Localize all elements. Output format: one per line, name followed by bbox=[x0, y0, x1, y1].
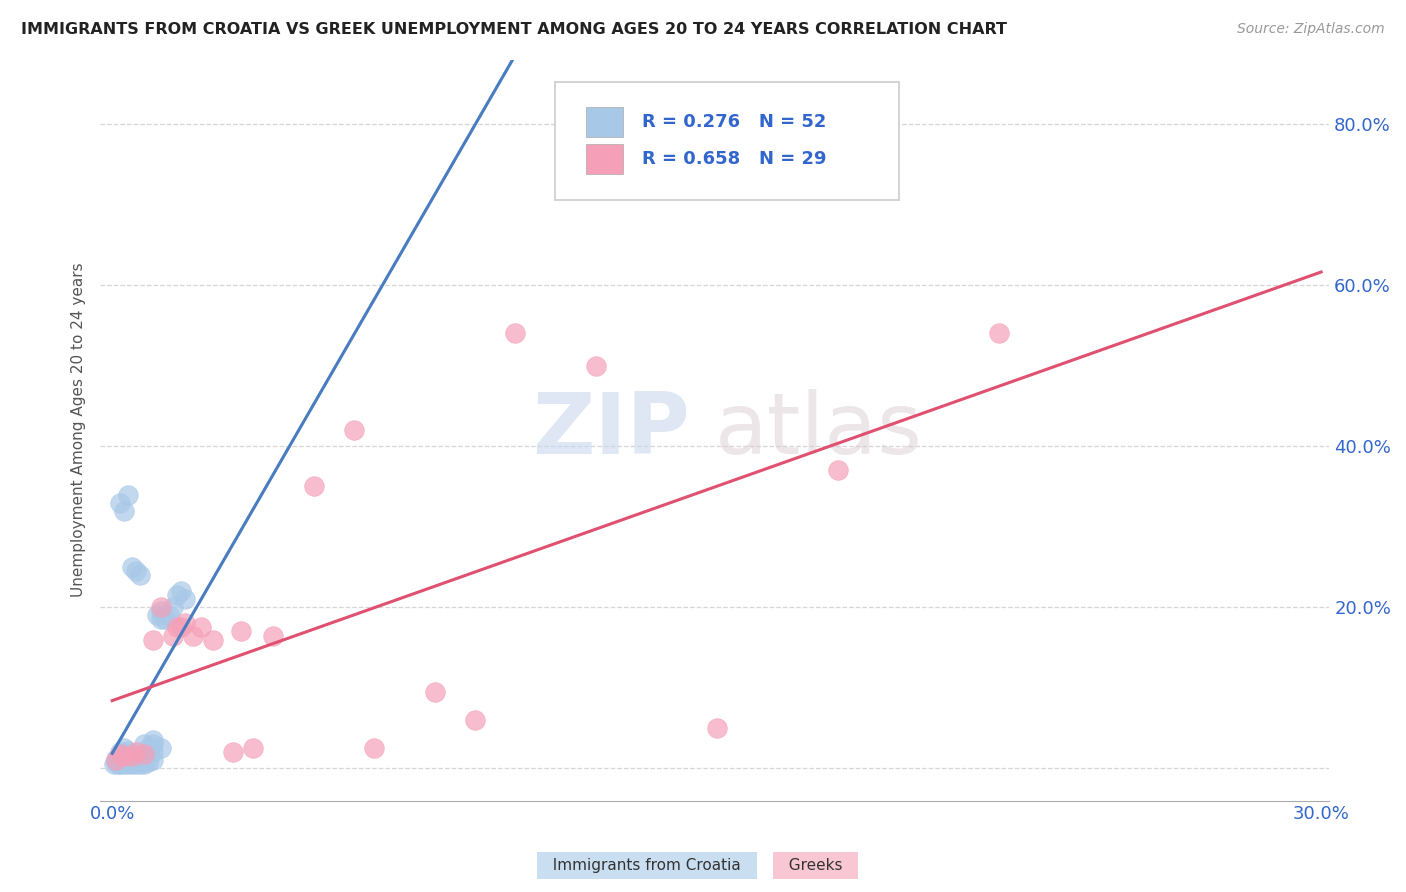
Text: Source: ZipAtlas.com: Source: ZipAtlas.com bbox=[1237, 22, 1385, 37]
Point bbox=[343, 423, 366, 437]
Point bbox=[157, 608, 180, 623]
Point bbox=[117, 753, 139, 767]
Point bbox=[112, 755, 135, 769]
Point bbox=[112, 747, 135, 761]
Point bbox=[827, 463, 849, 477]
Point bbox=[125, 749, 148, 764]
Point bbox=[112, 749, 135, 764]
Point bbox=[190, 620, 212, 634]
Point bbox=[706, 721, 728, 735]
Point bbox=[162, 628, 184, 642]
Point bbox=[110, 745, 132, 759]
Point bbox=[103, 757, 125, 772]
Text: atlas: atlas bbox=[714, 389, 922, 472]
Point bbox=[181, 628, 204, 642]
Point bbox=[134, 749, 156, 764]
Text: Greeks: Greeks bbox=[779, 858, 852, 872]
Point bbox=[138, 741, 160, 756]
Point bbox=[222, 745, 245, 759]
Text: IMMIGRANTS FROM CROATIA VS GREEK UNEMPLOYMENT AMONG AGES 20 TO 24 YEARS CORRELAT: IMMIGRANTS FROM CROATIA VS GREEK UNEMPLO… bbox=[21, 22, 1007, 37]
Point bbox=[125, 564, 148, 578]
Point bbox=[141, 737, 163, 751]
Point bbox=[166, 588, 188, 602]
Point bbox=[585, 359, 607, 373]
Point bbox=[112, 503, 135, 517]
Point bbox=[134, 737, 156, 751]
Point bbox=[105, 753, 128, 767]
Point bbox=[302, 479, 325, 493]
Point bbox=[129, 752, 152, 766]
Text: Immigrants from Croatia: Immigrants from Croatia bbox=[543, 858, 751, 872]
Point bbox=[105, 752, 128, 766]
Point bbox=[110, 747, 132, 761]
Point bbox=[173, 616, 195, 631]
Point bbox=[141, 632, 163, 647]
Point bbox=[121, 752, 143, 766]
Point bbox=[125, 756, 148, 771]
Text: R = 0.276   N = 52: R = 0.276 N = 52 bbox=[643, 113, 827, 131]
Point bbox=[162, 600, 184, 615]
Point bbox=[141, 733, 163, 747]
Point bbox=[145, 608, 167, 623]
Point bbox=[121, 757, 143, 772]
Point bbox=[121, 560, 143, 574]
Point bbox=[125, 745, 148, 759]
Point bbox=[423, 685, 446, 699]
Point bbox=[141, 753, 163, 767]
Point bbox=[170, 620, 193, 634]
Point bbox=[121, 747, 143, 761]
Point bbox=[129, 568, 152, 582]
Bar bbox=[586, 145, 623, 174]
Point bbox=[170, 584, 193, 599]
Point bbox=[112, 741, 135, 756]
Point bbox=[138, 755, 160, 769]
Point bbox=[503, 326, 526, 341]
Point bbox=[129, 757, 152, 772]
Point bbox=[464, 713, 486, 727]
Point bbox=[112, 757, 135, 772]
Point bbox=[110, 495, 132, 509]
Point bbox=[138, 745, 160, 759]
Point bbox=[166, 620, 188, 634]
Point bbox=[110, 753, 132, 767]
Point bbox=[201, 632, 224, 647]
Point bbox=[110, 757, 132, 772]
Point bbox=[153, 612, 176, 626]
Point bbox=[110, 749, 132, 764]
Bar bbox=[586, 107, 623, 136]
Point bbox=[105, 755, 128, 769]
Y-axis label: Unemployment Among Ages 20 to 24 years: Unemployment Among Ages 20 to 24 years bbox=[72, 263, 86, 598]
Point bbox=[149, 600, 172, 615]
FancyBboxPatch shape bbox=[555, 82, 898, 201]
Point bbox=[117, 744, 139, 758]
Point bbox=[112, 752, 135, 766]
Point bbox=[141, 745, 163, 759]
Point bbox=[149, 612, 172, 626]
Point bbox=[125, 753, 148, 767]
Point bbox=[121, 749, 143, 764]
Point bbox=[363, 741, 385, 756]
Point bbox=[107, 756, 129, 771]
Point bbox=[134, 747, 156, 761]
Point bbox=[117, 756, 139, 771]
Point bbox=[149, 604, 172, 618]
Point bbox=[121, 755, 143, 769]
Point bbox=[117, 487, 139, 501]
Text: R = 0.658   N = 29: R = 0.658 N = 29 bbox=[643, 150, 827, 168]
Point bbox=[134, 756, 156, 771]
Point bbox=[262, 628, 284, 642]
Point bbox=[987, 326, 1010, 341]
Point bbox=[117, 749, 139, 764]
Point bbox=[242, 741, 264, 756]
Point bbox=[173, 592, 195, 607]
Text: ZIP: ZIP bbox=[533, 389, 690, 472]
Point bbox=[231, 624, 253, 639]
Point bbox=[149, 741, 172, 756]
